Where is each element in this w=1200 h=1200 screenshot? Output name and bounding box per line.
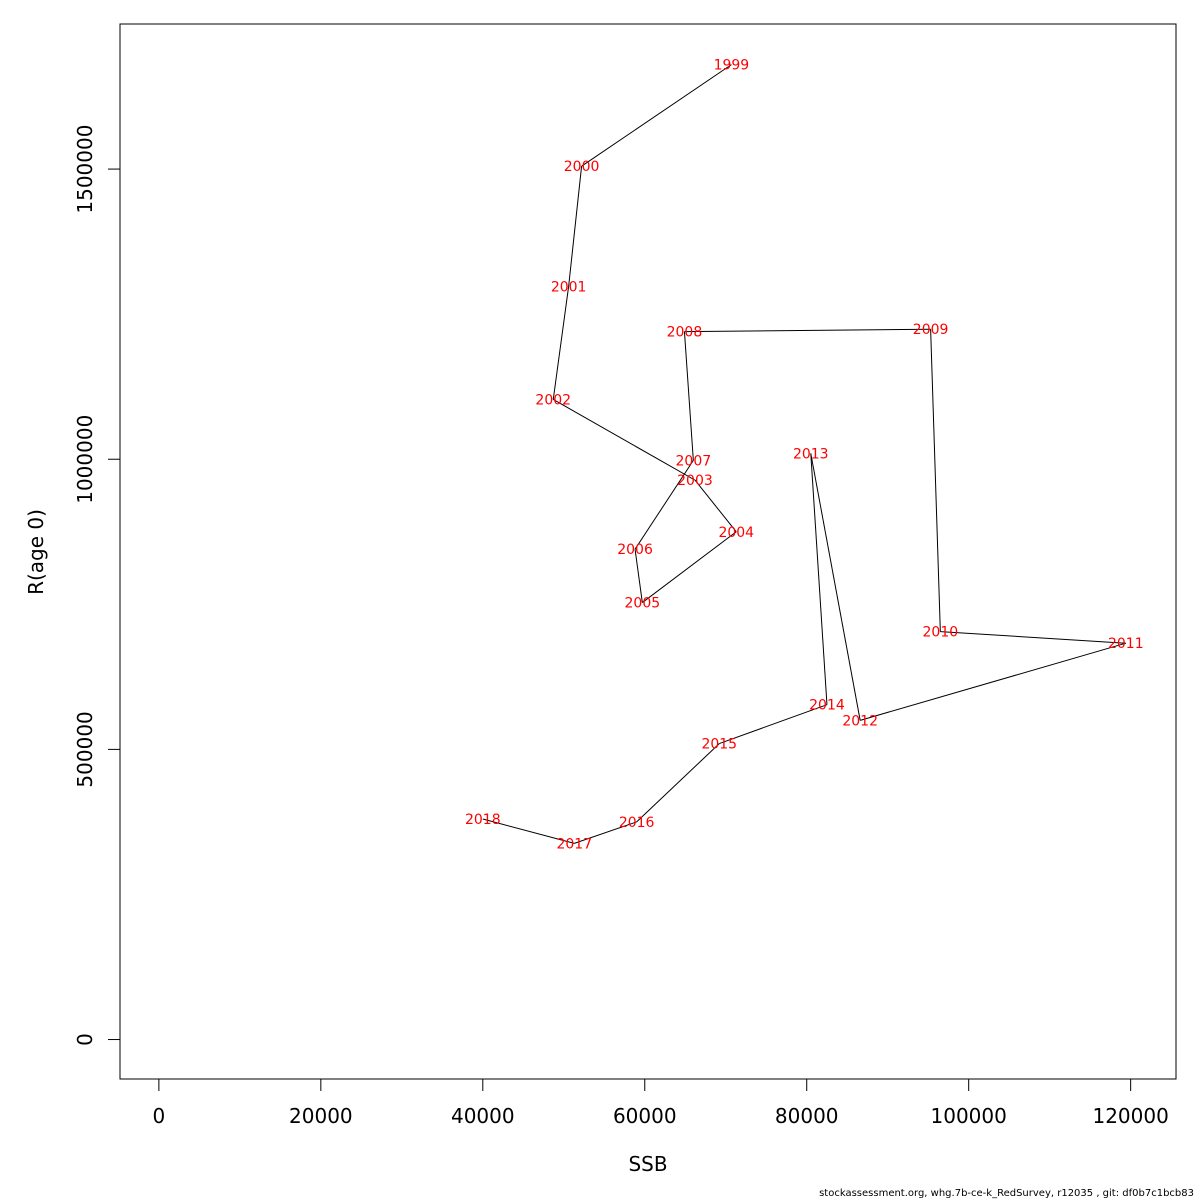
year-label: 2004 [718,525,754,541]
series-segment [694,479,737,533]
series-segment [634,460,694,550]
year-label: 2002 [535,392,571,408]
series-segment [568,166,583,287]
x-tick-label: 40000 [451,1104,515,1128]
series-segment [719,704,828,745]
series-segment [860,642,1126,721]
year-label: 2008 [667,325,703,341]
series-segment [684,328,931,333]
year-label: 2010 [923,625,959,641]
series-segment [581,64,732,167]
series-segment [553,399,696,481]
x-axis-title: SSB [628,1152,667,1176]
y-axis-title: R(age 0) [24,509,48,595]
y-tick-label: 1000000 [73,415,97,504]
year-label: 2003 [677,473,713,489]
year-label: 2011 [1108,636,1144,652]
year-label: 2001 [551,279,587,295]
series-segment [810,453,828,705]
series-segment [930,329,941,632]
y-tick-label: 500000 [73,711,97,787]
year-label: 2006 [617,542,653,558]
year-label: 2018 [465,812,501,828]
y-tick-label: 1500000 [73,125,97,214]
year-label: 2014 [809,698,845,714]
sr-series [482,64,1126,844]
x-tick-label: 100000 [931,1104,1007,1128]
year-label: 2005 [625,596,661,612]
x-tick-label: 120000 [1092,1104,1168,1128]
x-tick-label: 0 [153,1104,166,1128]
series-segment [940,631,1126,644]
series-segment [810,453,861,721]
year-label: 2017 [556,836,592,852]
series-segment [574,821,637,844]
x-tick-label: 60000 [613,1104,677,1128]
x-tick-label: 80000 [775,1104,839,1128]
year-label: 2015 [701,737,737,753]
x-axis: 0 20000 40000 60000 80000 100000 120000 [153,1078,1169,1128]
year-label: 2012 [842,713,878,729]
year-label: 2016 [619,815,655,831]
y-tick-label: 0 [73,1033,97,1046]
series-segment [683,331,694,461]
y-axis: 0 500000 1000000 1500000 [73,125,121,1046]
year-label: 2007 [676,453,712,469]
year-label: 2009 [913,322,949,338]
series-segment [482,818,575,844]
year-label: 2013 [793,446,829,462]
x-tick-label: 20000 [289,1104,353,1128]
series-segment [636,743,720,823]
series-segment [552,286,570,400]
year-label: 1999 [714,58,750,74]
year-labels: 1999 2000 2001 2002 2003 2004 2005 2006 2007 2008… [465,58,1144,853]
series-segment [634,549,643,603]
year-label: 2000 [564,159,600,175]
footer-credit: stockassessment.org, whg.7b-ce-k_RedSurv… [819,1188,1194,1199]
series-segment [642,531,737,603]
